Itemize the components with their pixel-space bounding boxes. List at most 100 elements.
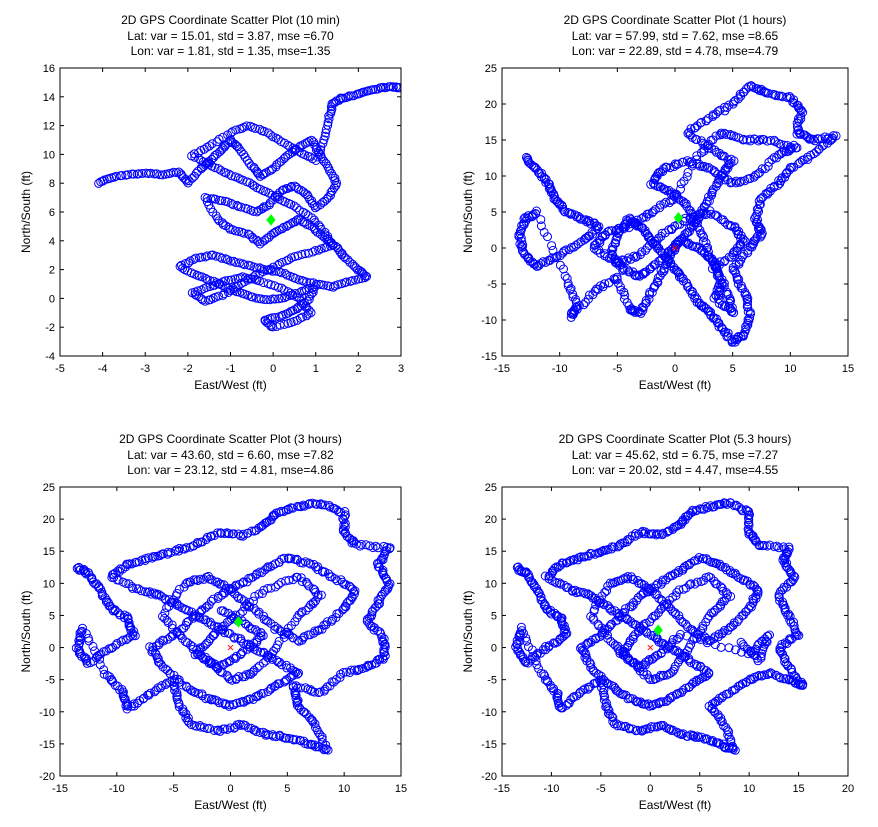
- data-point: [696, 118, 706, 128]
- data-point: [517, 224, 526, 234]
- data-point: [536, 215, 546, 225]
- mean-marker: [266, 214, 276, 226]
- data-point: [235, 697, 245, 707]
- data-point: [683, 167, 693, 177]
- data-point: [375, 627, 385, 637]
- data-point: [238, 606, 248, 616]
- data-point: [589, 606, 599, 616]
- data-point: [602, 586, 612, 596]
- data-point: [209, 726, 219, 735]
- data-point: [782, 141, 792, 150]
- data-point: [250, 270, 260, 280]
- data-point: [299, 276, 309, 286]
- data-point: [745, 646, 755, 656]
- data-point: [736, 574, 746, 584]
- data-point: [561, 245, 571, 255]
- x-tick-label: 2: [355, 363, 361, 375]
- data-point: [758, 645, 768, 655]
- data-point: [662, 162, 672, 172]
- data-point: [283, 140, 293, 150]
- y-tick-label: 10: [43, 149, 55, 161]
- y-axis-label: North/South (ft): [461, 171, 475, 253]
- data-point: [673, 689, 682, 699]
- data-point: [623, 265, 633, 275]
- data-point: [685, 580, 694, 590]
- data-point: [270, 281, 280, 291]
- data-point: [259, 615, 269, 624]
- data-point: [674, 519, 684, 529]
- data-point: [291, 681, 301, 691]
- data-point: [172, 545, 181, 555]
- data-point: [220, 529, 230, 539]
- y-axis-label: North/South (ft): [19, 171, 33, 253]
- data-point: [178, 263, 188, 273]
- x-tick-label: 10: [743, 783, 755, 795]
- data-point: [594, 670, 603, 680]
- data-point: [299, 187, 308, 197]
- data-point: [179, 582, 189, 592]
- data-point: [789, 571, 799, 581]
- data-point: [199, 284, 209, 294]
- data-point: [519, 628, 528, 638]
- data-point: [377, 589, 387, 599]
- data-point: [623, 572, 633, 581]
- data-point: [113, 608, 123, 618]
- data-point: [767, 155, 777, 165]
- data-point: [330, 574, 340, 584]
- data-point: [736, 637, 746, 647]
- data-point: [704, 139, 713, 149]
- data-point: [710, 262, 720, 272]
- data-point: [781, 659, 791, 669]
- data-point: [557, 632, 567, 642]
- data-point: [724, 732, 734, 742]
- data-point: [323, 745, 333, 755]
- data-point: [571, 240, 581, 250]
- data-point: [637, 624, 646, 634]
- data-point: [216, 606, 226, 616]
- data-point: [323, 120, 333, 130]
- data-point: [668, 592, 678, 602]
- data-point: [181, 713, 191, 723]
- data-point: [248, 234, 258, 244]
- data-point: [247, 232, 257, 242]
- data-point: [748, 646, 758, 656]
- data-point: [294, 703, 304, 712]
- data-point: [745, 173, 755, 183]
- data-point: [775, 673, 785, 683]
- chart-title: 2D GPS Coordinate Scatter Plot (1 hours): [564, 13, 787, 27]
- y-tick-label: -5: [45, 675, 55, 687]
- data-point: [213, 279, 223, 289]
- data-point: [561, 625, 570, 635]
- data-point: [256, 628, 266, 637]
- data-point: [692, 577, 702, 587]
- y-tick-label: -2: [45, 322, 55, 334]
- data-point: [604, 706, 614, 716]
- data-point: [266, 264, 276, 274]
- data-point: [169, 670, 179, 680]
- data-point: [232, 141, 241, 151]
- data-point: [583, 216, 593, 225]
- data-point: [351, 275, 361, 285]
- data-point: [337, 279, 347, 289]
- y-tick-label: 25: [485, 482, 497, 494]
- data-point: [239, 228, 249, 238]
- y-tick-label: 16: [43, 63, 55, 75]
- data-point: [286, 553, 296, 563]
- data-point: [555, 635, 564, 645]
- data-point: [282, 270, 292, 280]
- data-point: [248, 596, 258, 606]
- data-points: [94, 82, 401, 332]
- y-tick-label: -4: [45, 351, 55, 363]
- data-point: [615, 611, 625, 621]
- x-tick-label: 1: [313, 363, 319, 375]
- data-point: [227, 675, 237, 685]
- data-point: [231, 258, 241, 267]
- data-point: [795, 157, 805, 167]
- data-point: [710, 640, 720, 650]
- data-point: [745, 579, 755, 589]
- data-point: [208, 631, 218, 641]
- chart-title: 2D GPS Coordinate Scatter Plot (3 hours): [119, 432, 342, 446]
- data-point: [586, 663, 596, 673]
- chart-subtitle-line: Lat: var = 45.62, std = 6.75, mse =7.27: [572, 448, 779, 462]
